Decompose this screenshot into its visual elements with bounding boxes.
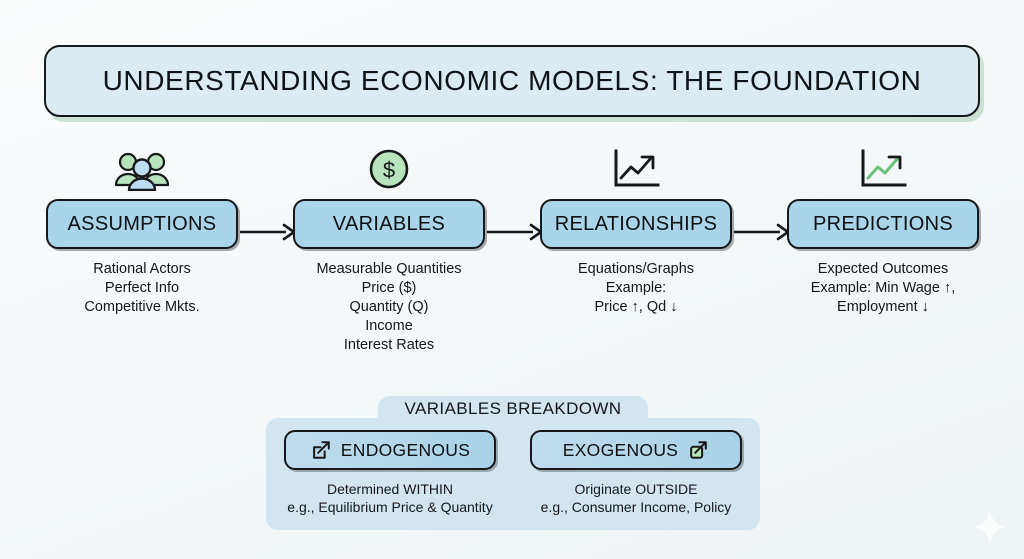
exogenous-label: EXOGENOUS (562, 439, 679, 460)
flow-node-description: Rational Actors Perfect Info Competitive… (84, 261, 200, 315)
endogenous-button[interactable]: ENDOGENOUS (284, 430, 496, 470)
trend-chart-green-icon (857, 145, 909, 191)
svg-text:$: $ (383, 158, 395, 183)
endogenous-label: ENDOGENOUS (340, 439, 471, 460)
exogenous-button[interactable]: EXOGENOUS (530, 430, 742, 470)
flow-node-label: RELATIONSHIPS (540, 199, 732, 249)
arrow-right-icon (487, 221, 545, 243)
sparkle-icon (972, 509, 1008, 545)
external-link-icon (310, 439, 332, 461)
breakdown-column-endogenous: ENDOGENOUS Determined WITHIN e.g., Equil… (284, 430, 496, 516)
breakdown-column-exogenous: EXOGENOUS Originate OUTSIDE e.g., Consum… (530, 430, 742, 516)
dollar-circle-icon: $ (367, 145, 411, 191)
breakdown-columns: ENDOGENOUS Determined WITHIN e.g., Equil… (266, 430, 760, 516)
flow-node-label: PREDICTIONS (787, 199, 979, 249)
process-flow: ASSUMPTIONS Rational Actors Perfect Info… (0, 145, 1024, 385)
endogenous-description: Determined WITHIN e.g., Equilibrium Pric… (287, 481, 493, 515)
variables-breakdown-panel: VARIABLES BREAKDOWN ENDOGENOUS Determine… (266, 396, 760, 530)
flow-node-description: Measurable Quantities Price ($) Quantity… (316, 261, 462, 353)
flow-node-relationships[interactable]: RELATIONSHIPS Equations/Graphs Example: … (540, 145, 732, 317)
page-title: UNDERSTANDING ECONOMIC MODELS: THE FOUND… (102, 65, 922, 96)
arrow-right-icon (734, 221, 792, 243)
exogenous-description: Originate OUTSIDE e.g., Consumer Income,… (540, 481, 732, 515)
trend-chart-icon (610, 145, 662, 191)
flow-node-assumptions[interactable]: ASSUMPTIONS Rational Actors Perfect Info… (46, 145, 238, 317)
flow-node-predictions[interactable]: PREDICTIONS Expected Outcomes Example: M… (787, 145, 979, 317)
page-title-banner: UNDERSTANDING ECONOMIC MODELS: THE FOUND… (44, 45, 980, 117)
people-group-icon (111, 145, 173, 191)
flow-node-description: Expected Outcomes Example: Min Wage ↑, E… (810, 261, 956, 315)
flow-node-label: ASSUMPTIONS (46, 199, 238, 249)
arrow-right-icon (240, 221, 298, 243)
external-link-green-icon (687, 439, 709, 461)
flow-node-label: VARIABLES (293, 199, 485, 249)
flow-node-variables[interactable]: $ VARIABLES Measurable Quantities Price … (293, 145, 485, 355)
breakdown-title: VARIABLES BREAKDOWN (404, 399, 622, 418)
flow-node-description: Equations/Graphs Example: Price ↑, Qd ↓ (577, 261, 695, 315)
